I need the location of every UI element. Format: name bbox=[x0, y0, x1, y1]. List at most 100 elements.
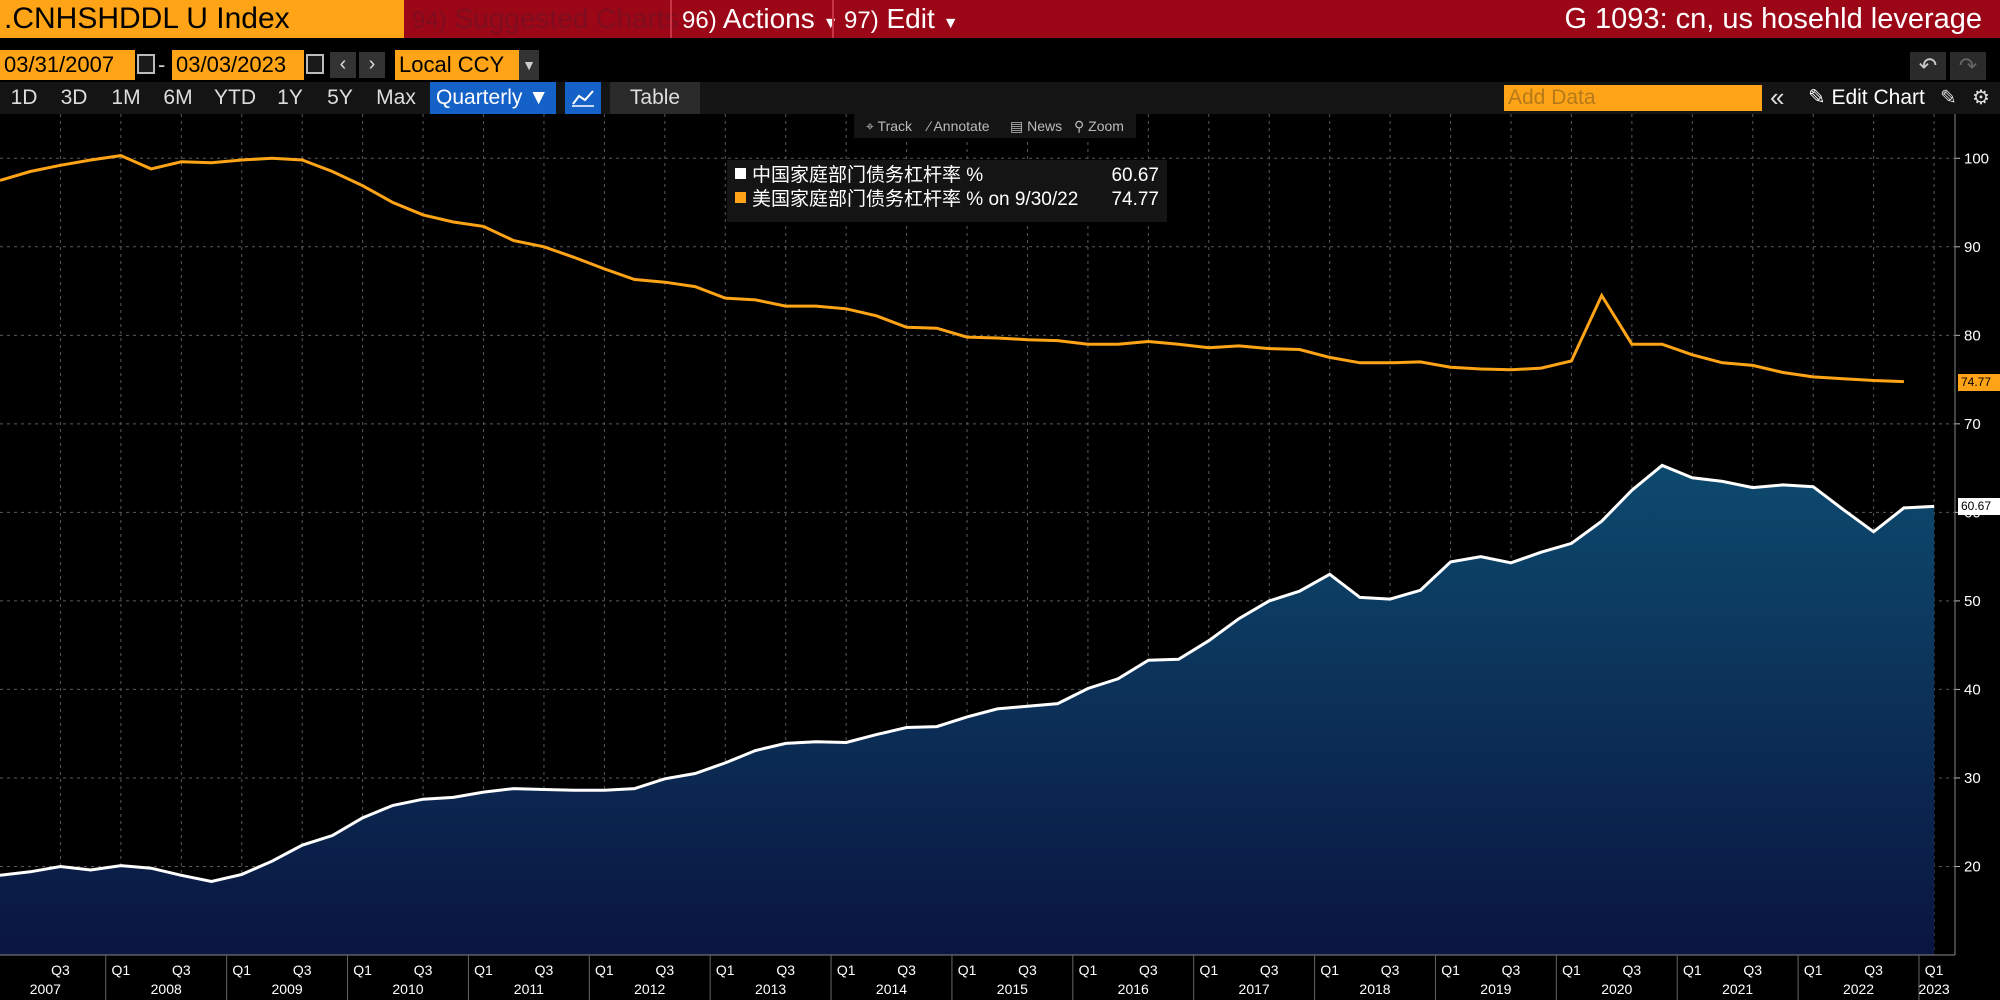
x-quarter-label: Q3 bbox=[1139, 962, 1158, 978]
x-quarter-label: Q3 bbox=[1743, 962, 1762, 978]
chevron-left-icon[interactable]: ‹ bbox=[330, 52, 356, 78]
x-year-label: 2023 bbox=[1919, 981, 1950, 997]
chevron-down-icon[interactable]: ▼ bbox=[519, 50, 539, 80]
start-date-field[interactable]: 03/31/2007 bbox=[0, 50, 135, 80]
cn-last-value-label: 60.67 bbox=[1958, 498, 2000, 516]
chevron-right-icon[interactable]: › bbox=[359, 52, 385, 78]
edit-chart-label: Edit Chart bbox=[1831, 86, 1925, 109]
zoom-tool[interactable]: ⚲ Zoom bbox=[1074, 114, 1124, 138]
gear-icon[interactable]: ⚙ bbox=[1972, 87, 1990, 109]
x-quarter-label: Q1 bbox=[112, 962, 131, 978]
x-year-label: 2022 bbox=[1843, 981, 1874, 997]
chevron-down-icon: ▼ bbox=[822, 15, 839, 32]
table-button[interactable]: Table bbox=[610, 82, 700, 114]
actions-menu[interactable]: 96) Actions ▼ bbox=[670, 0, 839, 38]
x-quarter-label: Q1 bbox=[1804, 962, 1823, 978]
x-quarter-label: Q3 bbox=[1623, 962, 1642, 978]
x-year-label: 2012 bbox=[634, 981, 665, 997]
x-year-label: 2020 bbox=[1601, 981, 1632, 997]
x-year-label: 2015 bbox=[997, 981, 1028, 997]
calendar-icon[interactable] bbox=[306, 54, 324, 74]
x-year-label: 2016 bbox=[1118, 981, 1149, 997]
x-quarter-label: Q1 bbox=[595, 962, 614, 978]
x-quarter-label: Q1 bbox=[837, 962, 856, 978]
line-chart-icon[interactable] bbox=[565, 82, 601, 114]
y-tick-label: 70 bbox=[1964, 416, 1981, 433]
x-year-label: 2009 bbox=[272, 981, 303, 997]
x-quarter-label: Q1 bbox=[716, 962, 735, 978]
legend-swatch bbox=[735, 192, 746, 204]
edit-chart-button[interactable]: ✎ Edit Chart bbox=[1808, 82, 1925, 114]
range-6m[interactable]: 6M bbox=[163, 86, 193, 109]
annotate-tool[interactable]: ∕ Annotate bbox=[928, 114, 990, 138]
x-year-label: 2008 bbox=[151, 981, 182, 997]
us-series-line bbox=[0, 154, 1904, 384]
suggested-label: Suggested Charts bbox=[454, 3, 679, 34]
annotate-label: Annotate bbox=[933, 118, 990, 134]
x-year-label: 2019 bbox=[1480, 981, 1511, 997]
range-1d[interactable]: 1D bbox=[10, 86, 38, 109]
edit-label: Edit bbox=[886, 3, 935, 34]
range-ytd[interactable]: YTD bbox=[214, 86, 256, 109]
x-year-label: 2013 bbox=[755, 981, 786, 997]
legend-label: 美国家庭部门债务杠杆率 % on 9/30/22 bbox=[752, 189, 1079, 210]
range-max[interactable]: Max bbox=[376, 86, 416, 109]
cn-series-line bbox=[0, 463, 1935, 884]
news-label: News bbox=[1027, 118, 1063, 134]
range-1y[interactable]: 1Y bbox=[277, 86, 303, 109]
actions-num: 96) bbox=[682, 7, 717, 34]
x-quarter-label: Q3 bbox=[655, 962, 674, 978]
x-quarter-label: Q1 bbox=[1079, 962, 1098, 978]
y-tick-label: 20 bbox=[1964, 858, 1981, 875]
track-tool[interactable]: ⌖ Track bbox=[866, 114, 912, 138]
x-quarter-label: Q1 bbox=[1562, 962, 1581, 978]
legend-label: 中国家庭部门债务杠杆率 % bbox=[752, 165, 984, 186]
y-tick-label: 90 bbox=[1964, 239, 1981, 256]
legend-item-us[interactable]: 美国家庭部门债务杠杆率 % on 9/30/22 74.77 bbox=[735, 188, 1159, 212]
x-year-label: 2014 bbox=[876, 981, 907, 997]
x-quarter-label: Q1 bbox=[1199, 962, 1218, 978]
add-data-input[interactable]: Add Data bbox=[1504, 85, 1762, 111]
magnifier-icon: ⚲ bbox=[1074, 118, 1085, 134]
x-quarter-label: Q1 bbox=[1441, 962, 1460, 978]
calendar-icon[interactable] bbox=[137, 54, 155, 74]
legend-value: 74.77 bbox=[1111, 189, 1159, 210]
end-date-field[interactable]: 03/03/2023 bbox=[172, 50, 304, 80]
currency-select[interactable]: Local CCY bbox=[395, 50, 519, 80]
edit-num: 97) bbox=[844, 7, 879, 34]
x-year-label: 2010 bbox=[392, 981, 423, 997]
x-quarter-label: Q3 bbox=[414, 962, 433, 978]
legend[interactable]: 中国家庭部门债务杠杆率 % 60.67 美国家庭部门债务杠杆率 % on 9/3… bbox=[727, 160, 1167, 222]
ticker-field[interactable]: .CNHSHDDL U Index bbox=[0, 0, 404, 38]
x-quarter-label: Q3 bbox=[293, 962, 312, 978]
x-quarter-label: Q3 bbox=[1018, 962, 1037, 978]
us-last-value-label: 74.77 bbox=[1958, 373, 2000, 391]
x-quarter-label: Q1 bbox=[1925, 962, 1944, 978]
legend-item-cn[interactable]: 中国家庭部门债务杠杆率 % 60.67 bbox=[735, 164, 1159, 188]
header-bar: .CNHSHDDL U Index 94) Suggested Charts 9… bbox=[0, 0, 2000, 38]
x-quarter-label: Q3 bbox=[535, 962, 554, 978]
legend-value: 60.67 bbox=[1111, 165, 1159, 186]
news-tool[interactable]: ▤ News bbox=[1010, 114, 1062, 138]
chevron-down-icon: ▼ bbox=[942, 15, 959, 32]
edit-menu[interactable]: 97) Edit ▼ bbox=[832, 0, 959, 38]
chart-title: G 1093: cn, us hosehld leverage bbox=[1564, 3, 1982, 35]
y-tick-label: 30 bbox=[1964, 770, 1981, 787]
edit-series-icon[interactable]: ✎ bbox=[1940, 87, 1957, 109]
x-quarter-label: Q3 bbox=[776, 962, 795, 978]
axes: 2030405060708090100Q3Q1Q3Q1Q3Q1Q3Q1Q3Q1Q… bbox=[0, 114, 1989, 1000]
chart-tools: ⌖ Track ∕ Annotate ▤ News ⚲ Zoom bbox=[854, 114, 1136, 138]
redo-icon[interactable]: ↷ bbox=[1950, 52, 1986, 80]
x-quarter-label: Q3 bbox=[172, 962, 191, 978]
suggested-charts-menu[interactable]: 94) Suggested Charts bbox=[412, 0, 679, 38]
actions-label: Actions bbox=[722, 3, 815, 34]
range-1m[interactable]: 1M bbox=[111, 86, 141, 109]
date-separator: - bbox=[158, 52, 166, 77]
periodicity-select[interactable]: Quarterly ▼ bbox=[430, 82, 556, 114]
undo-icon[interactable]: ↶ bbox=[1910, 52, 1946, 80]
range-5y[interactable]: 5Y bbox=[327, 86, 353, 109]
pencil-icon: ✎ bbox=[1808, 86, 1826, 109]
range-3d[interactable]: 3D bbox=[60, 86, 88, 109]
collapse-icon[interactable]: « bbox=[1770, 82, 1785, 112]
